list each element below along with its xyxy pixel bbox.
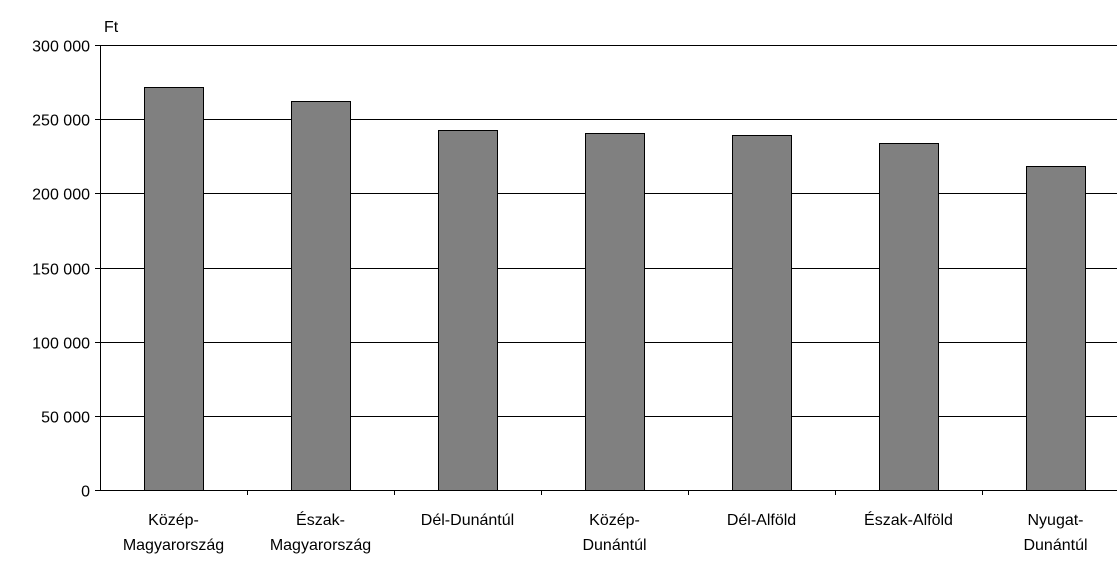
bar xyxy=(438,130,498,491)
y-tick-label: 250 000 xyxy=(32,113,90,130)
x-tick-label: Dél-Alföld xyxy=(727,512,796,529)
x-tick-label: Közép- Magyarország xyxy=(123,512,224,554)
bar xyxy=(879,143,939,491)
x-tick-label-line: Dunántúl xyxy=(1023,537,1087,554)
axes xyxy=(95,45,1117,495)
labels: 0 50 000 100 000 150 000 200 000 250 000 300 0… xyxy=(32,39,1087,555)
x-tick-label: Észak-Alföld xyxy=(864,510,953,529)
bar xyxy=(732,135,792,491)
bar xyxy=(585,133,645,491)
y-tick-label: 100 000 xyxy=(32,336,90,353)
bar xyxy=(1026,166,1086,491)
x-tick-label-line: Közép- xyxy=(148,512,199,529)
y-tick-label: 200 000 xyxy=(32,187,90,204)
y-axis-unit-label: Ft xyxy=(104,19,119,36)
x-tick-label-line: Dunántúl xyxy=(582,537,646,554)
x-tick-label-line: Dél-Alföld xyxy=(727,512,796,529)
y-tick-label: 0 xyxy=(81,484,90,501)
x-tick-label: Dél-Dunántúl xyxy=(421,512,514,529)
x-tick-label-line: Észak- xyxy=(296,510,345,529)
x-tick-label: Közép- Dunántúl xyxy=(582,512,646,554)
x-tick-label-line: Közép- xyxy=(589,512,640,529)
x-tick-label: Nyugat- Dunántúl xyxy=(1023,512,1087,554)
y-tick-label: 300 000 xyxy=(32,39,90,56)
x-tick-label-line: Dél-Dunántúl xyxy=(421,512,514,529)
x-tick-label-line: Magyarország xyxy=(123,537,224,554)
bars xyxy=(144,87,1086,491)
bar xyxy=(291,101,351,491)
y-tick-label: 150 000 xyxy=(32,262,90,279)
y-tick-label: 50 000 xyxy=(41,410,90,427)
x-tick-label: Észak- Magyarország xyxy=(270,510,371,554)
x-tick-label-line: Magyarország xyxy=(270,537,371,554)
x-tick-label-line: Észak-Alföld xyxy=(864,510,953,529)
x-tick-label-line: Nyugat- xyxy=(1027,512,1083,529)
bar xyxy=(144,87,204,491)
